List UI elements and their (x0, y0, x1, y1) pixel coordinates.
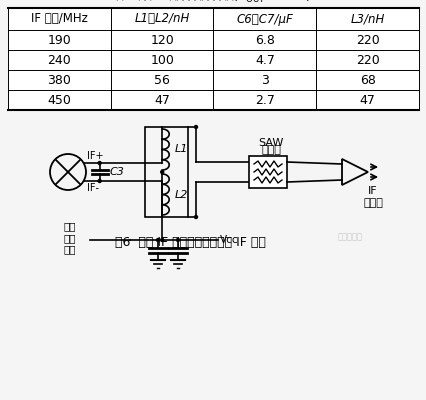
Text: 3: 3 (260, 74, 268, 86)
Text: L1，L2/nH: L1，L2/nH (134, 12, 190, 26)
Text: L1: L1 (175, 144, 188, 154)
Text: 图6  差分 IF 结构时的带通滤波 IF 匹配: 图6 差分 IF 结构时的带通滤波 IF 匹配 (114, 236, 265, 248)
Text: 电源
去耦
电路: 电源 去耦 电路 (63, 222, 76, 254)
Text: C6，C7/μF: C6，C7/μF (236, 12, 293, 26)
Text: IF-: IF- (86, 183, 98, 193)
Text: 表5  离散 IF 不平衡变压器的元件值($R_{\rm OUT}=50\Omega$): 表5 离散 IF 不平衡变压器的元件值($R_{\rm OUT}=50\Omeg… (115, 0, 311, 5)
Bar (145, 127, 187, 217)
Text: 220: 220 (355, 34, 379, 46)
Text: 100: 100 (150, 54, 174, 66)
Circle shape (155, 238, 160, 242)
Text: 4.7: 4.7 (254, 54, 274, 66)
Circle shape (193, 125, 198, 129)
Text: 240: 240 (47, 54, 71, 66)
Text: 68: 68 (359, 74, 375, 86)
Text: 56: 56 (154, 74, 170, 86)
Text: 47: 47 (154, 94, 170, 106)
Text: 380: 380 (47, 74, 71, 86)
Text: IF+: IF+ (86, 151, 103, 161)
Bar (8, 8, 418, 110)
Circle shape (160, 238, 164, 242)
Text: 电子发烧友: 电子发烧友 (337, 232, 362, 242)
Text: 47: 47 (359, 94, 375, 106)
Circle shape (176, 238, 180, 242)
Text: 滤波器: 滤波器 (260, 145, 280, 155)
Text: Vcc: Vcc (219, 235, 238, 245)
Text: 120: 120 (150, 34, 173, 46)
Text: IF
放大器: IF 放大器 (362, 186, 382, 208)
Circle shape (160, 170, 164, 174)
Text: L2: L2 (175, 190, 188, 200)
Circle shape (193, 215, 198, 219)
Text: 2.7: 2.7 (254, 94, 274, 106)
Text: 190: 190 (47, 34, 71, 46)
Circle shape (97, 179, 102, 183)
Text: 450: 450 (47, 94, 71, 106)
Text: 6.8: 6.8 (254, 34, 274, 46)
Bar (248, 156, 286, 188)
Text: 220: 220 (355, 54, 379, 66)
Circle shape (97, 161, 102, 165)
Text: C3: C3 (109, 167, 124, 177)
Text: L3/nH: L3/nH (350, 12, 384, 26)
Text: IF 频率/MHz: IF 频率/MHz (31, 12, 88, 26)
Text: SAW: SAW (258, 138, 283, 148)
